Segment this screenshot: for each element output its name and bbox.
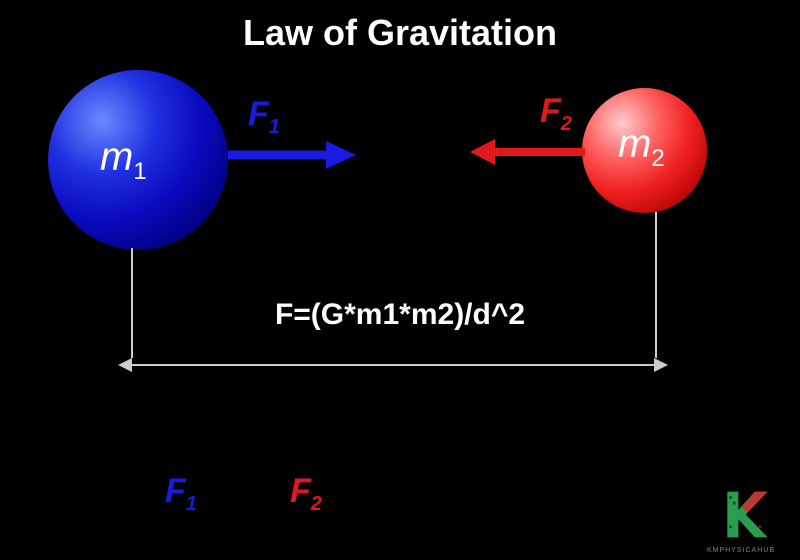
mass-2-symbol: m (618, 122, 651, 166)
guideline-left (131, 248, 133, 358)
brand-logo-text: KMPHYSICAHUB (707, 547, 775, 554)
distance-arrow (118, 355, 668, 375)
mass-1-symbol: m (100, 135, 133, 179)
guideline-right (655, 212, 657, 358)
force-arrow-1 (228, 140, 358, 170)
mass-2-label: m2 (618, 122, 665, 173)
mass-1-subscript: 1 (133, 158, 146, 185)
bottom-force-2-label: F2 (290, 472, 322, 516)
force-1-subscript: 1 (269, 116, 280, 138)
bottom-force-1-label: F1 (165, 472, 197, 516)
force-2-symbol: F (540, 92, 561, 130)
mass-2-subscript: 2 (651, 145, 664, 172)
brand-logo-icon (720, 487, 775, 542)
force-arrow-2 (470, 137, 585, 167)
mass-1-label: m1 (100, 135, 147, 186)
force-2-subscript: 2 (561, 113, 572, 135)
bottom-f2-subscript: 2 (311, 493, 322, 515)
page-title: Law of Gravitation (243, 12, 557, 54)
force-1-label: F1 (248, 95, 280, 139)
bottom-f1-symbol: F (165, 472, 186, 510)
bottom-f1-subscript: 1 (186, 493, 197, 515)
force-2-label: F2 (540, 92, 572, 136)
force-1-symbol: F (248, 95, 269, 133)
bottom-f2-symbol: F (290, 472, 311, 510)
gravitation-formula: F=(G*m1*m2)/d^2 (275, 298, 525, 332)
